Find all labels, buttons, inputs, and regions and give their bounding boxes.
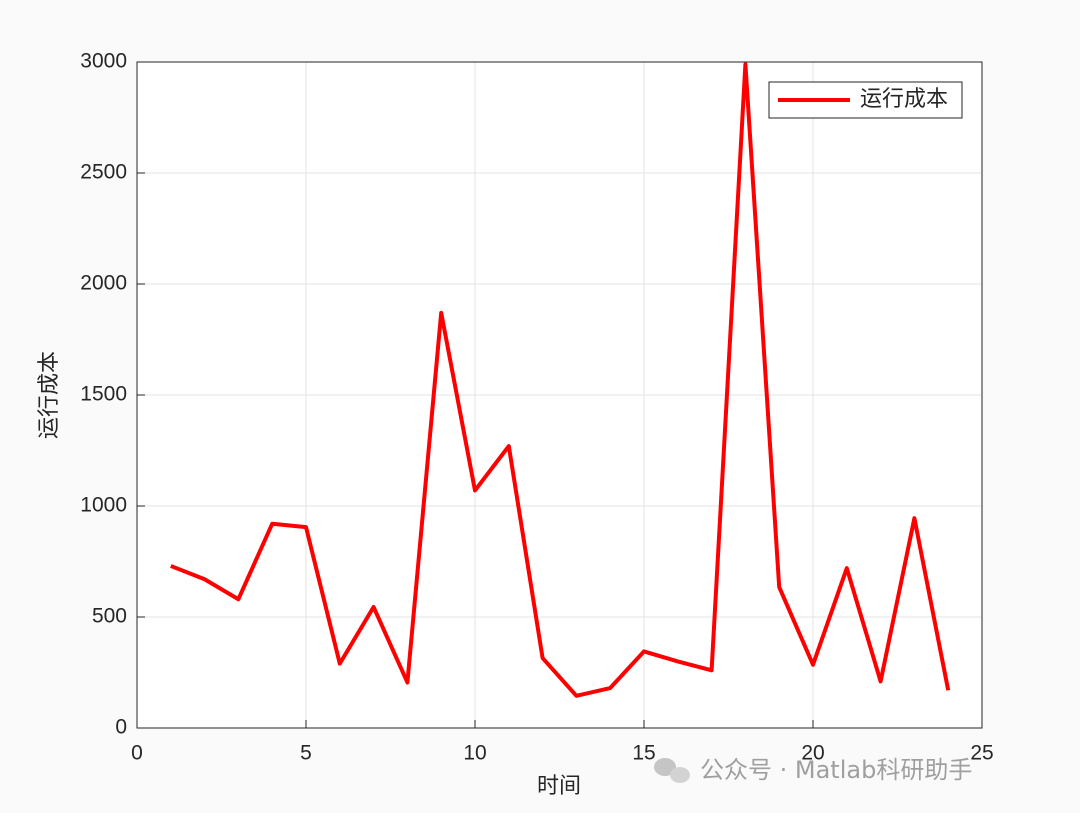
y-axis-label: 运行成本 (37, 351, 62, 439)
y-tick-label: 2500 (80, 161, 127, 184)
y-tick-label: 0 (115, 716, 127, 739)
y-tick-label: 1500 (80, 383, 127, 406)
x-tick-label: 25 (970, 742, 993, 765)
watermark: 公众号 · Matlab科研助手 (654, 756, 972, 784)
x-tick-label: 10 (463, 742, 486, 765)
watermark-icon (670, 767, 690, 783)
x-tick-label: 15 (632, 742, 655, 765)
data-line (170, 62, 951, 698)
x-axis-label: 时间 (537, 774, 581, 799)
watermark-text: 公众号 · Matlab科研助手 (700, 756, 972, 784)
x-tick-label: 20 (801, 742, 824, 765)
watermark-icon (654, 758, 676, 776)
x-tick-label: 0 (131, 742, 143, 765)
y-tick-label: 3000 (80, 50, 127, 73)
legend: 运行成本 (768, 81, 963, 119)
y-tick-label: 1000 (80, 494, 127, 517)
ticks: 0 5 10 15 20 25 0 500 1000 1500 2000 2500 3000 (80, 50, 993, 765)
x-tick-label: 5 (300, 742, 312, 765)
y-tick-label: 500 (92, 605, 127, 628)
lines (170, 62, 951, 698)
y-tick-label: 2000 (80, 272, 127, 295)
legend-label: 运行成本 (860, 87, 948, 112)
